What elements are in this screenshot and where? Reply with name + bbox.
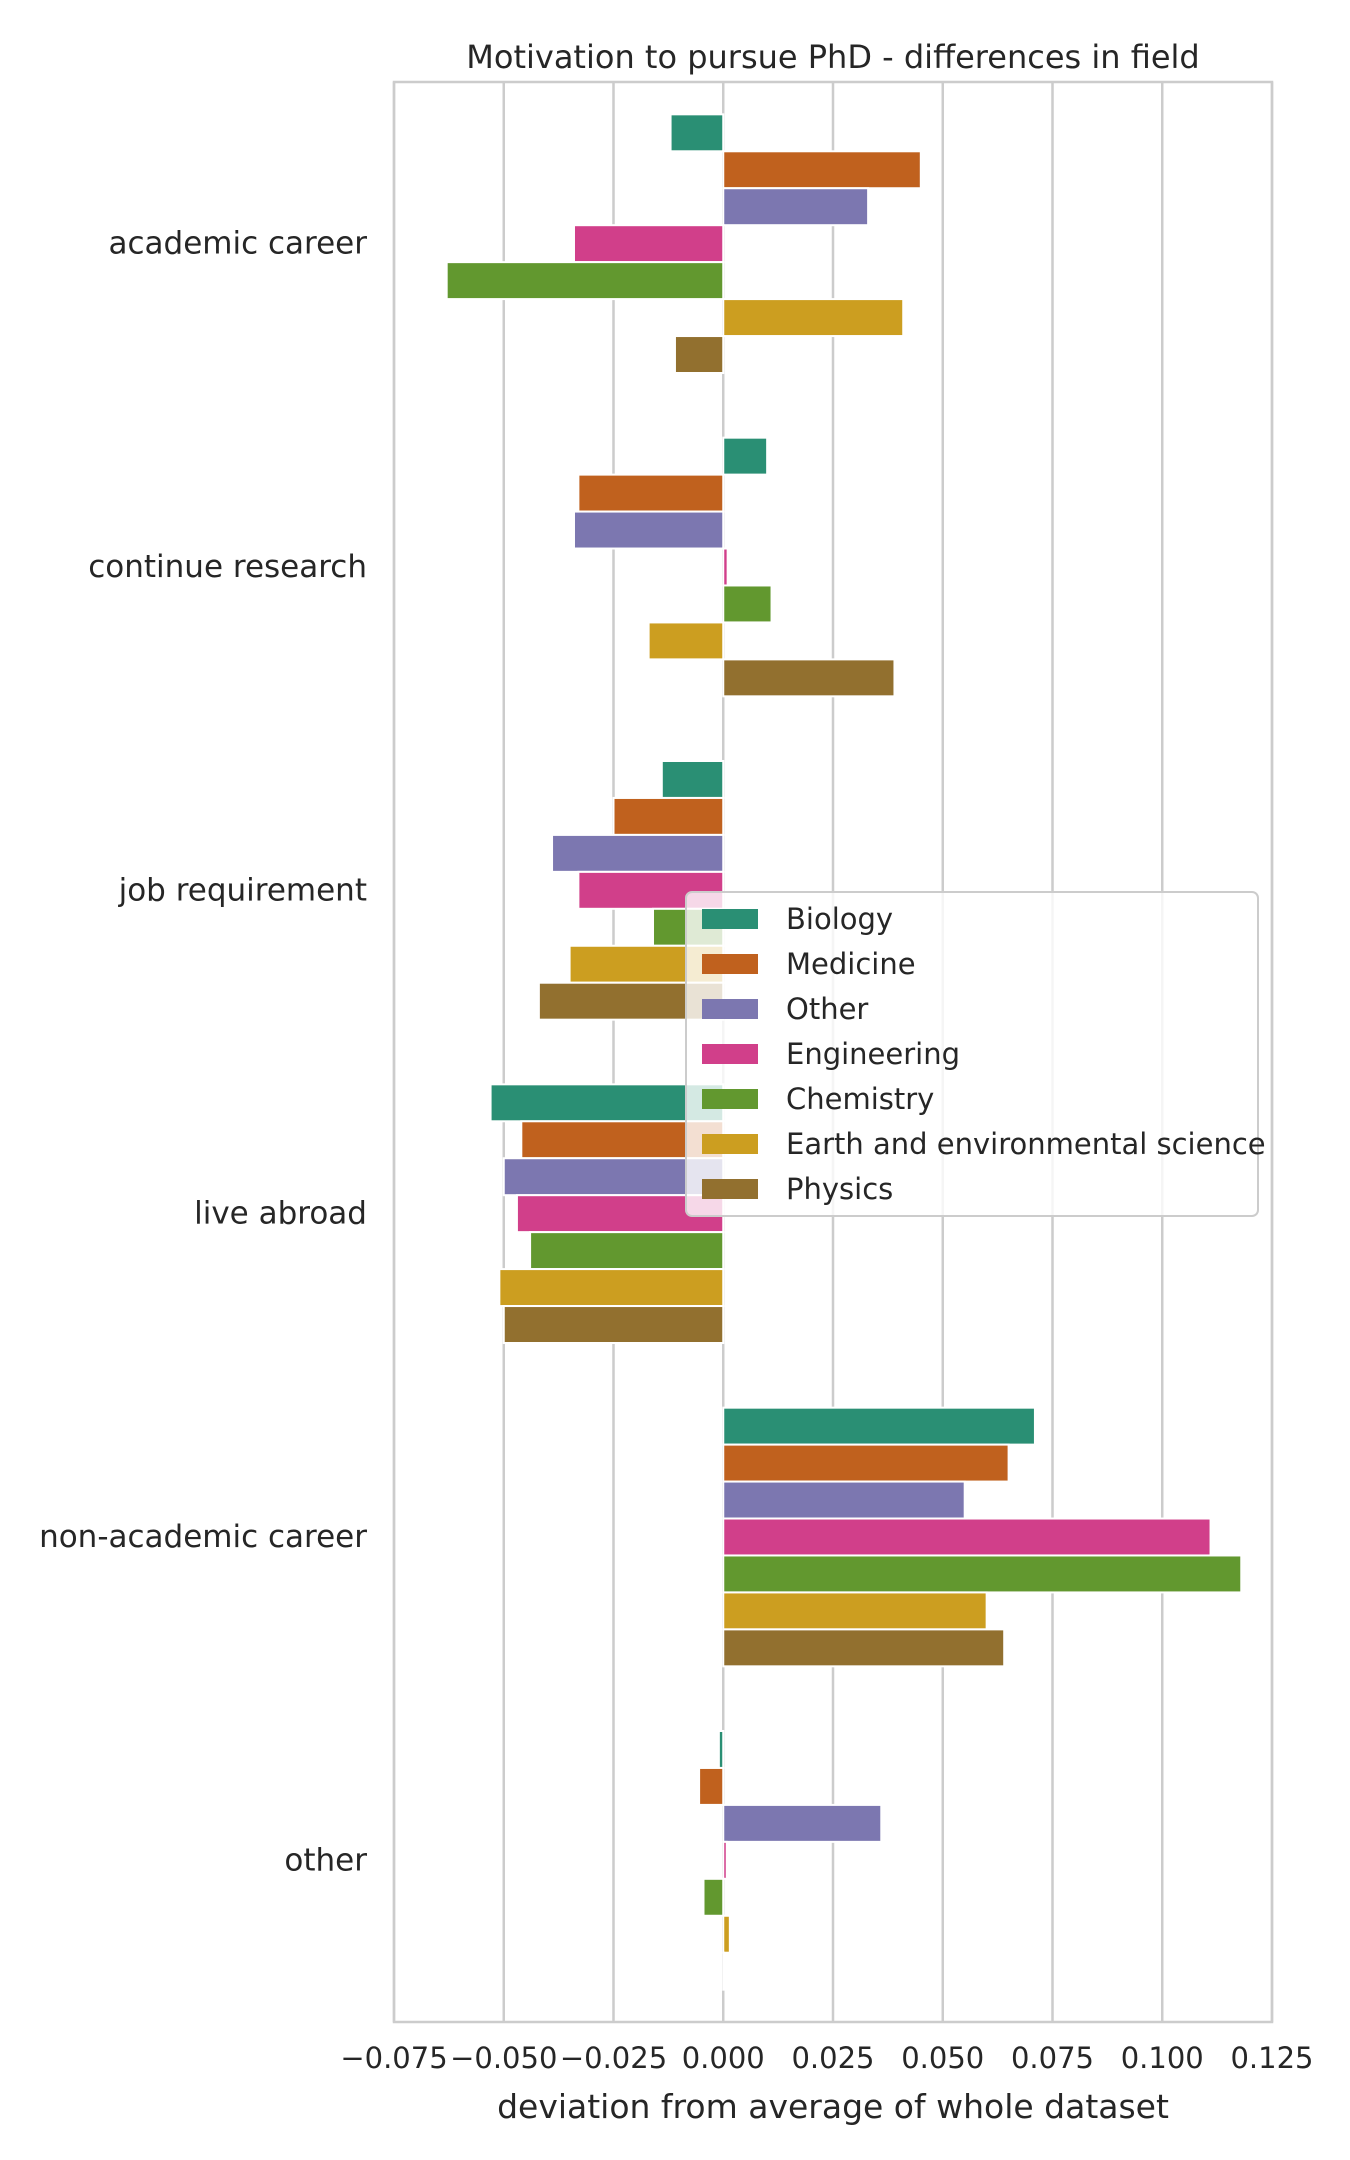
legend-item-label: Chemistry <box>786 1082 934 1116</box>
category-label: live abroad <box>194 1196 367 1232</box>
legend-swatch <box>702 954 758 974</box>
bar-other <box>722 1480 966 1520</box>
category-label: non-academic career <box>39 1519 367 1555</box>
bar-engineering <box>572 224 725 264</box>
bar-other <box>551 833 725 873</box>
x-axis-label: deviation from average of whole dataset <box>497 2087 1169 2126</box>
bar-medicine <box>612 796 725 836</box>
category-label: other <box>284 1842 367 1878</box>
plot-frame <box>392 80 1274 2024</box>
bar-biology <box>722 436 769 476</box>
bar-biology <box>669 113 725 153</box>
bar-physics <box>722 1628 1006 1668</box>
x-tick-label: 0.125 <box>1230 2041 1313 2075</box>
bar-earth-and-environmental-science <box>722 298 905 338</box>
bar-engineering <box>722 1840 728 1880</box>
x-tick-label: 0.100 <box>1121 2041 1204 2075</box>
x-tick-label: 0.000 <box>682 2041 765 2075</box>
x-tick-label: 0.050 <box>901 2041 984 2075</box>
bar-earth-and-environmental-science <box>498 1268 725 1308</box>
x-tick-label: 0.025 <box>791 2041 874 2075</box>
category-label: job requirement <box>118 872 367 908</box>
bar-other <box>572 510 725 550</box>
legend-box <box>685 891 1259 1217</box>
bars <box>445 113 1243 1991</box>
bar-physics <box>673 335 725 374</box>
bar-chemistry <box>445 261 725 301</box>
legend-item-label: Medicine <box>786 947 916 981</box>
bar-biology <box>717 1730 725 1769</box>
legend-item-label: Other <box>786 992 868 1026</box>
bar-other <box>722 1803 883 1843</box>
bar-chemistry <box>702 1877 725 1917</box>
bar-medicine <box>722 1443 1010 1483</box>
bar-engineering <box>722 547 729 587</box>
x-tick-label: 0.075 <box>1011 2041 1094 2075</box>
legend-swatch <box>702 909 758 929</box>
bar-medicine <box>577 473 725 513</box>
x-tick-label: −0.025 <box>560 2041 667 2075</box>
bar-physics <box>722 658 896 698</box>
bar-chemistry <box>722 1554 1243 1594</box>
bar-biology <box>660 760 725 799</box>
chart-title: Motivation to pursue PhD - differences i… <box>466 38 1199 76</box>
legend-item-label: Engineering <box>786 1037 960 1071</box>
legend: Biology Medicine Other Engineering Chemistry… <box>685 891 1266 1217</box>
bar-medicine <box>722 150 922 190</box>
bar-medicine <box>698 1766 725 1806</box>
legend-item-label: Physics <box>786 1172 893 1206</box>
bar-physics <box>502 1305 725 1344</box>
bar-earth-and-environmental-science <box>722 1591 988 1631</box>
legend-item-label: Earth and environmental science <box>786 1127 1266 1161</box>
bar-engineering <box>722 1517 1212 1557</box>
bar-physics <box>722 1951 725 1991</box>
legend-swatch <box>702 999 758 1019</box>
bar-earth-and-environmental-science <box>647 621 725 661</box>
legend-swatch <box>702 1134 758 1154</box>
category-label: academic career <box>109 226 368 262</box>
legend-item-label: Biology <box>786 902 893 936</box>
x-tick-label: −0.075 <box>340 2041 447 2075</box>
bar-chemistry <box>529 1231 725 1271</box>
category-label: continue research <box>88 549 367 585</box>
bar-earth-and-environmental-science <box>722 1914 731 1954</box>
x-tick-label: −0.050 <box>450 2041 557 2075</box>
bar-other <box>722 187 870 227</box>
legend-swatch <box>702 1179 758 1199</box>
legend-swatch <box>702 1089 758 1109</box>
bar-chemistry <box>722 584 773 624</box>
labels: academic career continue research job requ… <box>39 226 1313 2075</box>
bar-biology <box>722 1406 1036 1446</box>
legend-swatch <box>702 1044 758 1064</box>
